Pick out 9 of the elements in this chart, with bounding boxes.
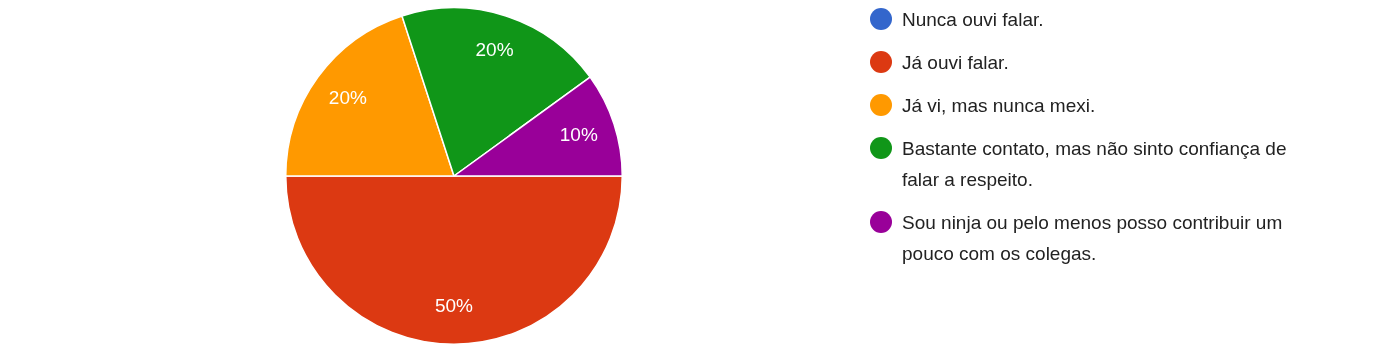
legend-label: Nunca ouvi falar. (902, 8, 1044, 32)
legend-label: Sou ninja ou pelo menos posso contribuir um pouco com os colegas. (902, 211, 1284, 266)
data-label: 20% (328, 87, 367, 109)
legend-label: Já ouvi falar. (902, 51, 1009, 75)
data-label: 20% (475, 39, 514, 61)
data-label: 10% (559, 123, 598, 145)
legend-label: Já vi, mas nunca mexi. (902, 94, 1096, 118)
data-label: 50% (434, 295, 474, 317)
legend-label: Bastante contato, mas não sinto confiança de falar a respeito. (902, 137, 1288, 192)
